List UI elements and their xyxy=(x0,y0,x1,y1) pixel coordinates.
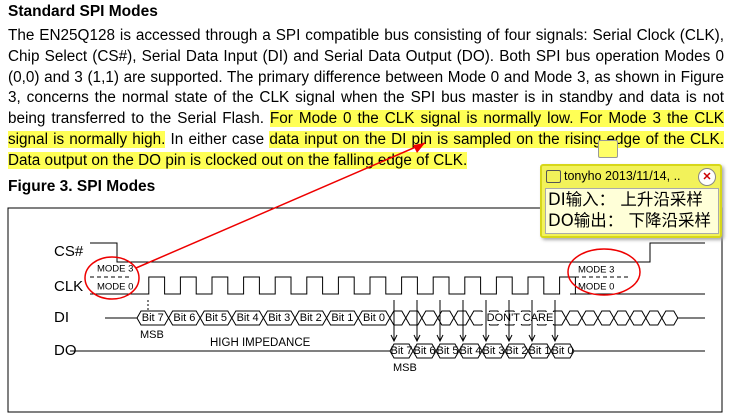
bit-label: Bit 4 xyxy=(237,312,259,324)
signal-label: DI xyxy=(54,309,69,326)
mode-label: MODE 0 xyxy=(578,282,614,293)
bit-label: Bit 6 xyxy=(173,312,195,324)
mode-label: MODE 3 xyxy=(578,265,614,276)
bit-label: Bit 0 xyxy=(551,345,573,357)
comment-line: DO输出： 下降沿采样 xyxy=(548,211,711,230)
comment-marker[interactable] xyxy=(598,140,618,158)
bus-cell xyxy=(613,310,631,326)
bus-cell xyxy=(629,310,647,326)
arrow-head xyxy=(413,334,421,343)
bus-cell xyxy=(389,310,407,326)
bit-label: Bit 1 xyxy=(528,345,550,357)
arrow-head xyxy=(482,334,490,343)
bus-cell xyxy=(661,310,679,326)
signal-label: CLK xyxy=(54,278,83,295)
text: In either case xyxy=(165,130,270,148)
cs-wave xyxy=(90,242,705,263)
bus-cell xyxy=(405,310,423,326)
signal-label: DO xyxy=(54,342,77,359)
mode-label: MODE 0 xyxy=(97,282,133,293)
annotation-circle xyxy=(567,248,641,296)
clk-wave xyxy=(132,276,576,295)
mode-label: MODE 3 xyxy=(97,264,133,275)
annotation-arrow xyxy=(135,142,426,269)
bit-label: Bit 2 xyxy=(505,345,527,357)
bit-label: Bit 6 xyxy=(413,345,435,357)
bit-label: Bit 0 xyxy=(363,312,385,324)
msb-label: MSB xyxy=(393,362,417,374)
signal-label: CS# xyxy=(54,243,84,260)
comment-author: tonyho 2013/11/14, .. xyxy=(564,169,681,183)
bit-label: Bit 2 xyxy=(300,312,322,324)
bus-cell xyxy=(565,310,583,326)
arrow-head xyxy=(551,334,559,343)
dont-care-label: DON'T CARE xyxy=(487,312,554,324)
arrow-head xyxy=(528,334,536,343)
text: The EN25Q128 is accessed through a SPI c… xyxy=(8,27,724,128)
bus-cell xyxy=(453,310,471,326)
bit-label: Bit 5 xyxy=(205,312,227,324)
label-bg xyxy=(482,312,558,324)
bit-label: Bit 7 xyxy=(390,345,412,357)
comment-line: DI输入： 上升沿采样 xyxy=(548,190,703,209)
bus-cell xyxy=(421,310,439,326)
high-impedance-label: HIGH IMPEDANCE xyxy=(210,337,311,349)
bit-label: Bit 4 xyxy=(459,345,481,357)
arrow-head xyxy=(390,334,398,343)
bus-cell xyxy=(645,310,663,326)
bus-cell xyxy=(581,310,599,326)
comment-popup: tonyho 2013/11/14, .. ✕ DI输入： 上升沿采样 DO输出… xyxy=(540,164,722,238)
annotation-arrowhead xyxy=(413,143,425,153)
bit-label: Bit 1 xyxy=(331,312,353,324)
annotation-circle xyxy=(84,256,140,300)
comment-icon xyxy=(546,170,561,183)
arrow-head xyxy=(459,334,467,343)
close-button[interactable]: ✕ xyxy=(698,168,716,186)
figure-title: Figure 3. SPI Modes xyxy=(8,178,156,195)
heading: Standard SPI Modes xyxy=(8,3,158,20)
arrow-head xyxy=(436,334,444,343)
bit-label: Bit 7 xyxy=(142,312,164,324)
arrow-head xyxy=(505,334,513,343)
bus-cell xyxy=(597,310,615,326)
figure-frame xyxy=(7,207,723,413)
comment-body: DI输入： 上升沿采样 DO输出： 下降沿采样 xyxy=(545,188,719,234)
msb-label: MSB xyxy=(140,329,164,341)
bit-label: Bit 3 xyxy=(482,345,504,357)
bit-label: Bit 5 xyxy=(436,345,458,357)
bit-label: Bit 3 xyxy=(268,312,290,324)
